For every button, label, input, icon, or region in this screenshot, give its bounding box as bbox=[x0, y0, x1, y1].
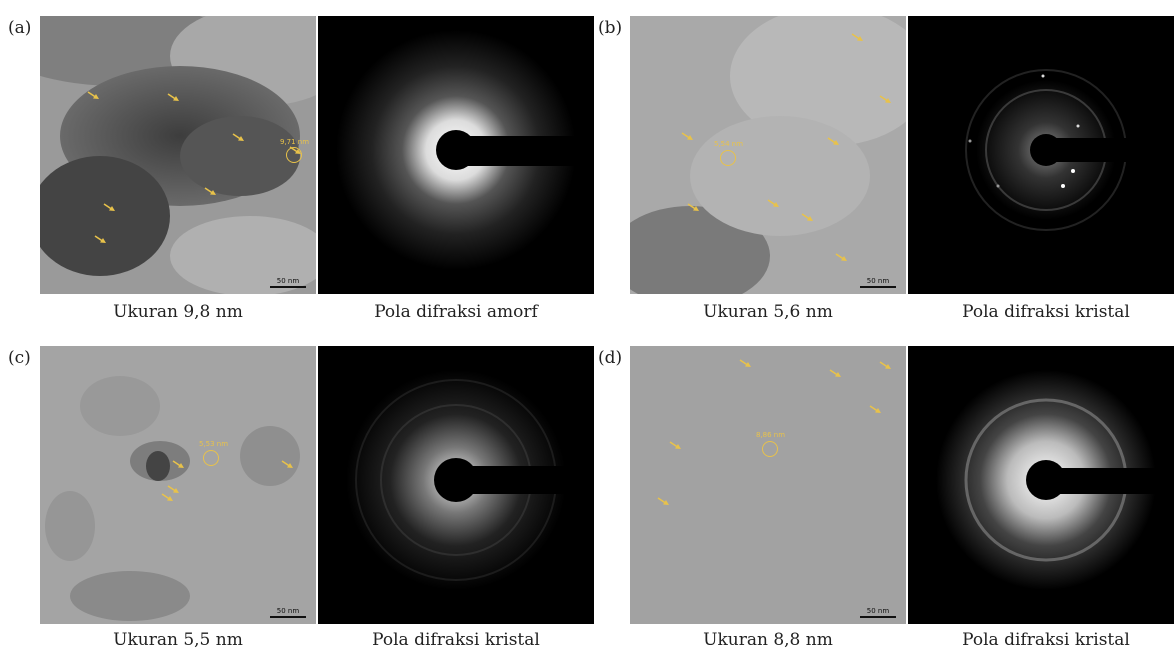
particle-arrow-icon bbox=[851, 33, 863, 41]
tem-micrograph bbox=[630, 16, 906, 294]
particle-arrow-icon bbox=[801, 213, 813, 221]
particle-arrow-icon bbox=[281, 460, 293, 468]
scale-label: 50 nm bbox=[866, 277, 890, 285]
diffraction-pattern bbox=[318, 346, 594, 624]
particle-arrow-icon bbox=[94, 235, 106, 243]
scale-bar: 50 nm bbox=[860, 277, 896, 288]
scale-line bbox=[860, 286, 896, 288]
panel-label: (d) bbox=[598, 348, 623, 368]
size-tag: 5,54 nm bbox=[714, 140, 744, 148]
tem-micrograph bbox=[40, 346, 316, 624]
diffraction-pattern bbox=[908, 346, 1174, 624]
particle-arrow-icon bbox=[879, 361, 891, 369]
tem-image: 5,54 nm 50 nm bbox=[630, 16, 906, 294]
panel-a: (a) 9,71 nm 50 nm Ukuran 9,8 n bbox=[8, 16, 596, 326]
particle-arrow-icon bbox=[204, 187, 216, 195]
particle-arrow-icon bbox=[669, 441, 681, 449]
saed-image bbox=[318, 16, 594, 294]
scale-line bbox=[270, 286, 306, 288]
panel-b: (b) 5,54 nm 50 nm Ukuran 5,6 nm Pola bbox=[598, 16, 1174, 326]
particle-arrow-icon bbox=[879, 95, 891, 103]
size-tag: 9,71 nm bbox=[280, 138, 310, 146]
tem-caption: Ukuran 9,8 nm bbox=[113, 302, 243, 322]
particle-arrow-icon bbox=[835, 253, 847, 261]
scale-label: 50 nm bbox=[276, 277, 300, 285]
particle-circle bbox=[286, 147, 302, 163]
particle-arrow-icon bbox=[167, 93, 179, 101]
tem-image: 8,86 nm 50 nm bbox=[630, 346, 906, 624]
particle-arrow-icon bbox=[869, 405, 881, 413]
particle-circle bbox=[720, 150, 736, 166]
tem-micrograph bbox=[40, 16, 316, 294]
tem-caption: Ukuran 8,8 nm bbox=[703, 630, 833, 650]
particle-circle bbox=[203, 450, 219, 466]
saed-caption: Pola difraksi kristal bbox=[962, 630, 1130, 650]
saed-image bbox=[318, 346, 594, 624]
particle-arrow-icon bbox=[829, 369, 841, 377]
tem-micrograph bbox=[630, 346, 906, 624]
scale-bar: 50 nm bbox=[270, 277, 306, 288]
panel-label: (b) bbox=[598, 18, 623, 38]
panel-d: (d) 8,86 nm 50 nm Ukuran 8,8 nm Pola dif… bbox=[598, 346, 1174, 654]
saed-caption: Pola difraksi kristal bbox=[372, 630, 540, 650]
tem-image: 9,71 nm 50 nm bbox=[40, 16, 316, 294]
scale-label: 50 nm bbox=[866, 607, 890, 615]
particle-arrow-icon bbox=[827, 137, 839, 145]
diffraction-pattern bbox=[908, 16, 1174, 294]
panel-label: (c) bbox=[8, 348, 31, 368]
particle-arrow-icon bbox=[767, 199, 779, 207]
particle-arrow-icon bbox=[657, 497, 669, 505]
tem-caption: Ukuran 5,6 nm bbox=[703, 302, 833, 322]
tem-caption: Ukuran 5,5 nm bbox=[113, 630, 243, 650]
scale-line bbox=[270, 616, 306, 618]
scale-bar: 50 nm bbox=[860, 607, 896, 618]
particle-arrow-icon bbox=[172, 460, 184, 468]
particle-arrow-icon bbox=[87, 91, 99, 99]
panel-label: (a) bbox=[8, 18, 32, 38]
diffraction-pattern bbox=[318, 16, 594, 294]
panel-c: (c) 5,53 nm 50 nm Ukuran 5,5 nm Pola bbox=[8, 346, 596, 654]
particle-arrow-icon bbox=[161, 493, 173, 501]
scale-label: 50 nm bbox=[276, 607, 300, 615]
size-tag: 8,86 nm bbox=[756, 431, 786, 439]
saed-image bbox=[908, 16, 1174, 294]
particle-arrow-icon bbox=[232, 133, 244, 141]
particle-arrow-icon bbox=[739, 359, 751, 367]
tem-image: 5,53 nm 50 nm bbox=[40, 346, 316, 624]
saed-image bbox=[908, 346, 1174, 624]
particle-arrow-icon bbox=[103, 203, 115, 211]
saed-caption: Pola difraksi amorf bbox=[374, 302, 538, 322]
saed-caption: Pola difraksi kristal bbox=[962, 302, 1130, 322]
particle-arrow-icon bbox=[167, 485, 179, 493]
particle-arrow-icon bbox=[681, 132, 693, 140]
particle-arrow-icon bbox=[687, 203, 699, 211]
scale-line bbox=[860, 616, 896, 618]
scale-bar: 50 nm bbox=[270, 607, 306, 618]
size-tag: 5,53 nm bbox=[199, 440, 229, 448]
particle-circle bbox=[762, 441, 778, 457]
